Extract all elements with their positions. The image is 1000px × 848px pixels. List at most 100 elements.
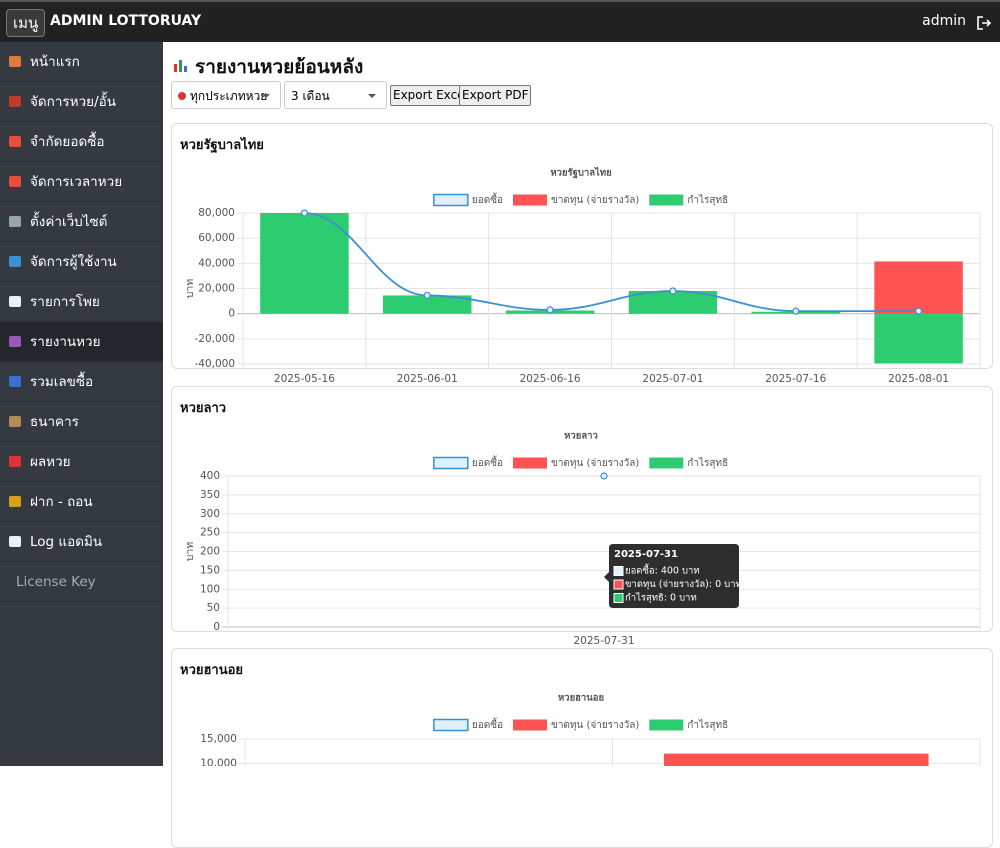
chart-icon bbox=[174, 60, 187, 72]
target-icon bbox=[178, 92, 186, 100]
card-title: หวยรัฐบาลไทย bbox=[180, 138, 264, 153]
legend: ยอดซื้อ ขาดทุน (จ่ายรางวัล) กำไรสุทธิ bbox=[433, 717, 728, 732]
user-name[interactable]: admin bbox=[922, 13, 966, 29]
page-title: รายงานหวยย้อนหลัง bbox=[171, 52, 363, 82]
nav-label: จำกัดยอดซื้อ bbox=[30, 134, 105, 150]
bar bbox=[628, 291, 718, 314]
legend-label: กำไรสุทธิ bbox=[687, 457, 728, 469]
nav-label: หน้าแรก bbox=[30, 54, 80, 70]
nav-label: จัดการเวลาหวย bbox=[30, 174, 123, 190]
y-tick-label: 15,000 bbox=[200, 733, 237, 745]
x-tick-label: 2025-06-16 bbox=[520, 373, 581, 385]
nav-icon bbox=[9, 496, 21, 507]
chart-title: หวยฮานอย bbox=[558, 693, 604, 704]
nav-label: ผลหวย bbox=[30, 454, 71, 470]
legend-swatch bbox=[433, 193, 469, 207]
legend-swatch bbox=[512, 194, 547, 206]
x-tick-label: 2025-06-01 bbox=[397, 373, 458, 385]
nav-item[interactable]: จัดการเวลาหวย bbox=[0, 162, 163, 202]
legend-label: ยอดซื้อ bbox=[472, 455, 503, 469]
y-tick-label: 40,000 bbox=[198, 257, 235, 269]
y-axis-label: บาท bbox=[184, 279, 196, 299]
legend-label: กำไรสุทธิ bbox=[687, 719, 728, 731]
nav-item[interactable]: ฝาก - ถอน bbox=[0, 482, 163, 522]
nav-icon bbox=[9, 136, 21, 147]
line-point bbox=[914, 307, 923, 315]
range-filter[interactable]: 3 เดือน bbox=[284, 81, 387, 109]
brand: ADMIN LOTTORUAY bbox=[50, 13, 202, 29]
sidebar: หน้าแรกจัดการหวย/อั้นจำกัดยอดซื้อจัดการเ… bbox=[0, 42, 163, 766]
nav-label: จัดการผู้ใช้งาน bbox=[30, 254, 117, 270]
nav-item[interactable]: จำกัดยอดซื้อ bbox=[0, 122, 163, 162]
export-pdf[interactable]: Export PDF bbox=[459, 85, 532, 106]
nav-icon bbox=[9, 456, 21, 467]
y-tick-label: 20,000 bbox=[198, 283, 235, 295]
bar bbox=[874, 261, 963, 314]
nav-icon bbox=[9, 416, 21, 427]
logout-icon[interactable] bbox=[976, 15, 992, 31]
legend-label: กำไรสุทธิ bbox=[687, 194, 728, 206]
nav-item[interactable]: ผลหวย bbox=[0, 442, 163, 482]
x-tick-label: 2025-07-31 bbox=[573, 635, 634, 647]
card: หวยลาว bbox=[171, 386, 993, 632]
y-tick-label: 60,000 bbox=[198, 232, 235, 244]
nav-item[interactable]: หน้าแรก bbox=[0, 42, 163, 82]
nav-label: รายการโพย bbox=[30, 294, 100, 310]
y-tick-label: 80,000 bbox=[198, 207, 235, 219]
nav-item[interactable]: ธนาคาร bbox=[0, 402, 163, 442]
y-tick-label: 300 bbox=[200, 508, 220, 520]
nav-label: ธนาคาร bbox=[30, 414, 79, 430]
x-tick-label: 2025-08-01 bbox=[888, 373, 949, 385]
nav-icon bbox=[9, 296, 21, 307]
legend-label: ยอดซื้อ bbox=[472, 192, 503, 206]
nav-icon bbox=[9, 56, 21, 67]
nav-item[interactable]: รายงานหวย bbox=[0, 322, 163, 362]
nav-item[interactable]: จัดการผู้ใช้งาน bbox=[0, 242, 163, 282]
x-tick-label: 2025-07-16 bbox=[765, 373, 826, 385]
export-excel[interactable]: Export Excel bbox=[390, 85, 471, 106]
legend-swatch bbox=[512, 457, 547, 469]
legend-swatch bbox=[649, 194, 684, 206]
bar bbox=[383, 295, 472, 314]
line-point bbox=[600, 472, 608, 480]
type-filter[interactable]: ทุกประเภทหวย bbox=[171, 81, 281, 109]
line-point bbox=[792, 307, 800, 315]
legend-label: ขาดทุน (จ่ายรางวัล) bbox=[551, 195, 639, 206]
y-tick-label: 0 bbox=[213, 621, 220, 633]
y-tick-label: 250 bbox=[200, 527, 220, 539]
legend-swatch bbox=[433, 456, 469, 470]
y-tick-label: 0 bbox=[228, 308, 235, 320]
range-filter-text: 3 เดือน bbox=[291, 89, 330, 103]
y-tick-label: 50 bbox=[207, 602, 220, 614]
nav-item[interactable]: รวมเลขซื้อ bbox=[0, 362, 163, 402]
nav-label: จัดการหวย/อั้น bbox=[30, 94, 116, 110]
nav-item[interactable]: ตั้งค่าเว็บไซต์ bbox=[0, 202, 163, 242]
legend-swatch bbox=[649, 457, 684, 469]
nav-label: Log แอดมิน bbox=[30, 534, 103, 550]
chart-title: หวยรัฐบาลไทย bbox=[550, 167, 611, 179]
nav-icon bbox=[9, 96, 21, 107]
nav-item[interactable]: จัดการหวย/อั้น bbox=[0, 82, 163, 122]
tooltip-box bbox=[604, 544, 739, 608]
nav-icon bbox=[9, 536, 21, 547]
nav-item[interactable]: รายการโพย bbox=[0, 282, 163, 322]
nav-icon bbox=[9, 176, 21, 187]
line bbox=[304, 212, 919, 313]
tooltip-line: ขาดทุน (จ่ายรางวัล): 0 บาท bbox=[625, 579, 742, 590]
y-tick-label: 100 bbox=[200, 583, 220, 595]
menu-button[interactable]: เมนู bbox=[6, 9, 46, 37]
legend: ยอดซื้อ ขาดทุน (จ่ายรางวัล) กำไรสุทธิ bbox=[433, 192, 728, 207]
nav-item[interactable]: License Key bbox=[0, 562, 163, 602]
nav-label: ตั้งค่าเว็บไซต์ bbox=[30, 214, 108, 230]
nav-item[interactable]: Log แอดมิน bbox=[0, 522, 163, 562]
card-title: หวยฮานอย bbox=[180, 663, 244, 678]
tooltip-line: กำไรสุทธิ: 0 บาท bbox=[625, 592, 697, 604]
y-tick-label: -20,000 bbox=[194, 333, 235, 345]
nav-label: ฝาก - ถอน bbox=[30, 494, 93, 510]
nav-label: รวมเลขซื้อ bbox=[30, 374, 94, 390]
tooltip-swatch bbox=[613, 593, 624, 603]
type-filter-text: ทุกประเภทหวย bbox=[190, 89, 268, 103]
legend-swatch bbox=[433, 718, 469, 732]
